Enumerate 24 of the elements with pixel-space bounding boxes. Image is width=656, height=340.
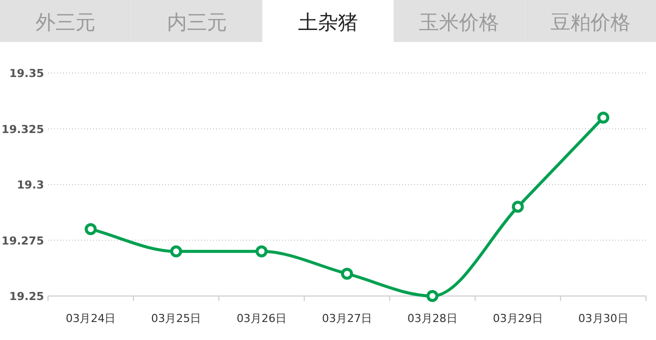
x-tick-label: 03月25日 — [151, 312, 202, 325]
x-tick-label: 03月27日 — [322, 312, 372, 325]
y-tick-label: 19.325 — [2, 122, 44, 136]
y-tick-label: 19.275 — [2, 234, 44, 248]
point — [597, 112, 610, 124]
text: 玉米价格 — [419, 12, 500, 34]
point — [341, 268, 353, 280]
point — [256, 245, 268, 258]
point — [84, 223, 97, 236]
y-tick-label: 19.3 — [16, 178, 44, 192]
point — [512, 200, 524, 213]
point — [426, 290, 438, 302]
text: 豆粕价格 — [550, 12, 630, 34]
text: 外三元 — [36, 12, 96, 34]
y-tick-label: 19.25 — [9, 290, 44, 303]
chart-title: 土杂猪 — [298, 12, 358, 34]
y-tick-label: 19.35 — [9, 67, 44, 80]
text: 内三元 — [166, 12, 227, 34]
x-tick-label: 03月24日 — [66, 312, 116, 325]
x-tick-label: 03月28日 — [407, 312, 458, 325]
x-tick-label: 03月26日 — [236, 312, 287, 325]
x-tick-label: 03月30日 — [578, 312, 628, 325]
point — [170, 245, 182, 258]
x-tick-label: 03月29日 — [492, 312, 543, 325]
